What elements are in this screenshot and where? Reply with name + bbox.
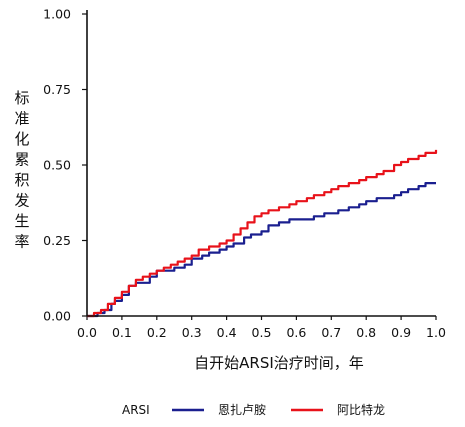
x-tick-label: 0.8 <box>356 325 376 340</box>
x-tick-label: 0.3 <box>182 325 202 340</box>
legend-label-enzalutamide: 恩扎卢胺 <box>218 402 266 417</box>
x-tick-label: 0.5 <box>252 325 272 340</box>
legend-title: ARSI <box>122 403 150 417</box>
x-tick-label: 1.0 <box>426 325 446 340</box>
y-tick-label: 0.50 <box>43 158 71 173</box>
series-layer <box>87 149 438 318</box>
x-tick-label: 0.6 <box>286 325 306 340</box>
x-tick-label: 0.4 <box>217 325 237 340</box>
x-axis-ticks: 0.0 0.1 0.2 0.3 0.4 0.5 0.6 0.7 0.8 0.9 1.0 <box>77 316 446 340</box>
x-axis-title: 自开始ARSI治疗时间，年 <box>194 354 364 372</box>
x-tick-label: 0.2 <box>147 325 167 340</box>
legend: ARSI 恩扎卢胺 阿比特龙 <box>122 402 385 417</box>
x-tick-label: 0.0 <box>77 325 97 340</box>
series-line-enzalutamide <box>87 182 436 318</box>
x-tick-label: 0.1 <box>112 325 132 340</box>
y-tick-label: 0.25 <box>43 233 71 248</box>
y-axis-ticks: 0.00 0.25 0.50 0.75 1.00 <box>43 7 87 324</box>
y-tick-label: 0.00 <box>43 309 71 324</box>
y-axis-title: 标准化累积发生率 <box>14 89 29 251</box>
y-tick-label: 1.00 <box>43 7 71 22</box>
x-tick-label: 0.9 <box>391 325 411 340</box>
y-tick-label: 0.75 <box>43 82 71 97</box>
series-line-abiraterone <box>87 149 438 318</box>
legend-label-abiraterone: 阿比特龙 <box>337 402 385 417</box>
x-tick-label: 0.7 <box>321 325 341 340</box>
